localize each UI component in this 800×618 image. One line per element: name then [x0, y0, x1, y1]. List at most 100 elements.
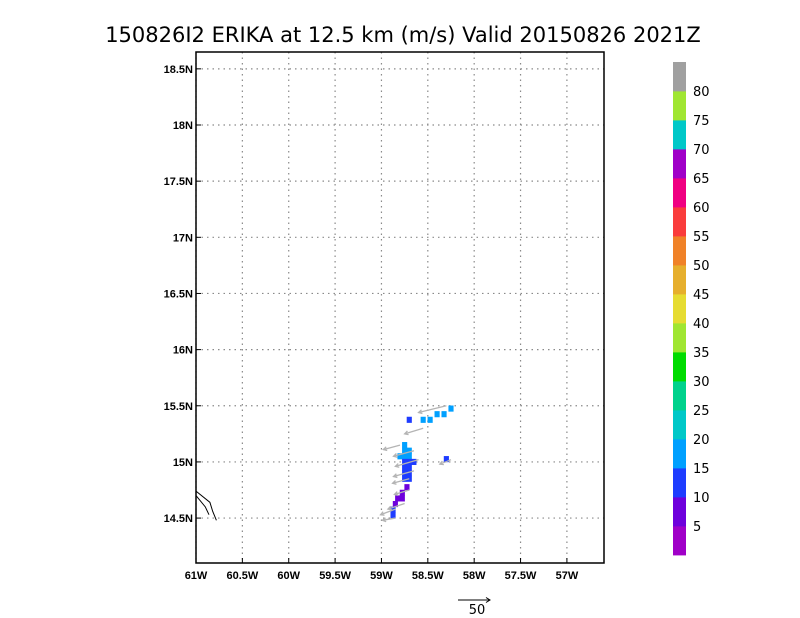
- wind-cell: [399, 489, 405, 496]
- colorbar-bin: [673, 352, 686, 382]
- y-tick-label: 15N: [173, 457, 193, 469]
- y-tick-label: 16.5N: [164, 288, 193, 300]
- colorbar-bin: [673, 178, 686, 208]
- wind-vector-head: [392, 473, 398, 479]
- wind-vector-head: [381, 517, 387, 523]
- wind-cell: [402, 447, 408, 454]
- wind-vector: [395, 459, 419, 468]
- chart-title: 150826I2 ERIKA at 12.5 km (m/s) Valid 20…: [105, 23, 701, 47]
- colorbar-label: 15: [693, 462, 710, 477]
- x-tick-label: 57W: [556, 570, 579, 582]
- wind-vector-head: [438, 460, 444, 466]
- y-tick-label: 17.5N: [164, 176, 193, 188]
- colorbar-label: 55: [693, 230, 710, 245]
- colorbar: 5 10 15 20 25 30 35 40 45 50 55 60 65 70 75 80: [673, 62, 710, 556]
- plot-frame: [195, 51, 605, 564]
- wind-cell: [443, 456, 449, 463]
- wind-vectors: [379, 405, 452, 523]
- wind-cell: [399, 495, 405, 502]
- y-tick-label: 14.5N: [164, 513, 193, 525]
- x-axis-ticks: 61W 60.5W 60W 59.5W 59W 58.5W 58W 57.5W 57W: [185, 558, 579, 582]
- wind-cell: [392, 500, 398, 508]
- x-tick-label: 58.5W: [412, 570, 444, 582]
- wind-vector: [439, 459, 452, 465]
- y-tick-label: 18.5N: [164, 64, 193, 76]
- colorbar-label: 50: [693, 259, 710, 274]
- wind-cell: [448, 405, 454, 412]
- colorbar-label: 80: [693, 85, 710, 100]
- reference-vector-head: [485, 597, 491, 603]
- wind-vector: [394, 489, 410, 496]
- colorbar-label: 5: [693, 520, 701, 535]
- colorbar-bin: [673, 91, 686, 121]
- wind-cell: [397, 453, 403, 460]
- wind-vector-head: [392, 453, 398, 458]
- colorbar-bin: [673, 265, 686, 295]
- x-tick-label: 57.5W: [505, 570, 537, 582]
- wind-vector: [383, 444, 401, 451]
- colorbar-bin: [673, 207, 686, 237]
- colorbar-label: 20: [693, 433, 710, 448]
- wind-vector: [404, 427, 424, 435]
- colorbar-bin: [673, 120, 686, 150]
- y-tick-label: 16N: [173, 345, 193, 357]
- wind-vector: [393, 450, 415, 457]
- colorbar-bin: [673, 323, 686, 353]
- wind-cell: [406, 470, 412, 477]
- y-tick-label: 17N: [173, 232, 193, 244]
- wind-vector-head: [394, 463, 400, 468]
- x-tick-label: 60.5W: [226, 570, 258, 582]
- reference-vector-label: 50: [469, 603, 486, 618]
- colorbar-label: 10: [693, 491, 710, 506]
- wind-cell: [395, 495, 401, 502]
- coastline-segment: [195, 495, 210, 515]
- colorbar-label: 65: [693, 172, 710, 187]
- y-axis-ticks: 14.5N 15N 15.5N 16N 16.5N 17N 17.5N 18N 18.5N: [164, 64, 201, 525]
- colorbar-bin: [673, 526, 686, 556]
- colorbar-label: 35: [693, 346, 710, 361]
- wind-cell: [402, 458, 408, 465]
- wind-cell: [406, 447, 412, 454]
- wind-vector-head: [393, 491, 399, 496]
- wind-vector: [418, 405, 447, 414]
- y-tick-label: 18N: [173, 120, 193, 132]
- wind-vector-head: [391, 480, 397, 485]
- wind-cell: [402, 453, 408, 460]
- wind-cell: [406, 416, 412, 423]
- wind-vector: [387, 502, 405, 510]
- wind-cell: [390, 512, 396, 519]
- colorbar-bin: [673, 294, 686, 324]
- colorbar-label: 30: [693, 375, 710, 390]
- wind-cell: [427, 416, 433, 423]
- colorbar-label: 45: [693, 288, 710, 303]
- wind-cell: [441, 411, 447, 418]
- colorbar-label: 60: [693, 201, 710, 216]
- x-tick-label: 61W: [185, 570, 208, 582]
- wind-cell: [420, 416, 426, 423]
- x-tick-label: 59W: [370, 570, 393, 582]
- colorbar-label: 40: [693, 317, 710, 332]
- wind-cell: [434, 411, 440, 418]
- colorbar-bin: [673, 149, 686, 179]
- colorbar-label: 75: [693, 114, 710, 129]
- colorbar-bin: [673, 468, 686, 498]
- wind-vector-head: [386, 505, 392, 511]
- wind-cell: [402, 475, 408, 482]
- colorbar-bin: [673, 236, 686, 266]
- x-tick-label: 60W: [277, 570, 300, 582]
- wind-cell: [406, 464, 412, 471]
- colorbar-label: 70: [693, 143, 710, 158]
- coastline-segment: [195, 490, 217, 521]
- wind-cell: [402, 464, 408, 471]
- colorbar-bin: [673, 62, 686, 92]
- wind-vector-head: [417, 409, 423, 415]
- x-tick-label: 58W: [463, 570, 486, 582]
- x-tick-label: 59.5W: [319, 570, 351, 582]
- wind-vector: [380, 508, 396, 516]
- wind-cell: [402, 442, 408, 449]
- colorbar-bin: [673, 410, 686, 440]
- colorbar-bin: [673, 439, 686, 469]
- wind-cell: [406, 453, 412, 460]
- grid-lines: [195, 52, 604, 563]
